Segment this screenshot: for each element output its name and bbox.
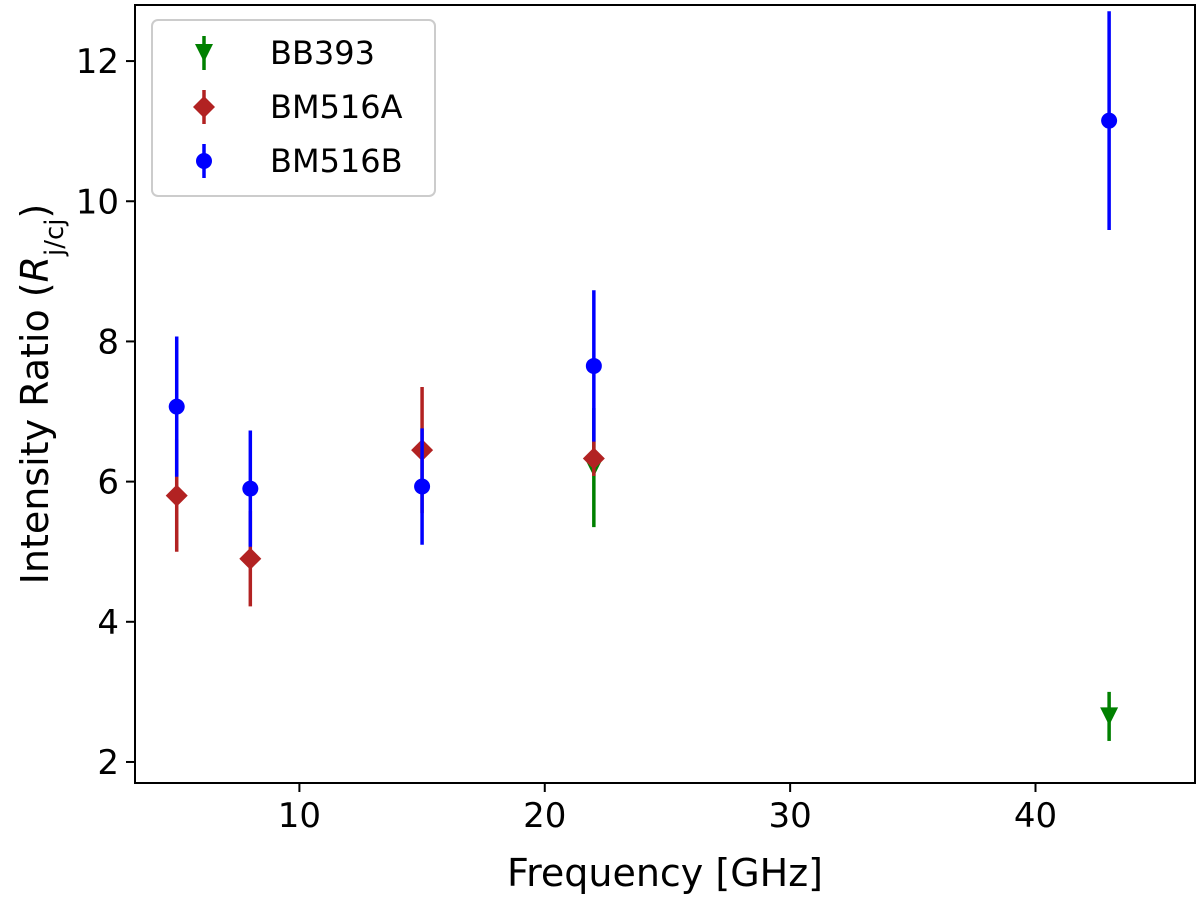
- data-point: [1100, 707, 1119, 726]
- data-marks: [165, 11, 1119, 741]
- legend-label: BM516B: [270, 142, 403, 180]
- y-axis-title-suffix: ): [13, 204, 57, 219]
- x-axis-title: Frequency [GHz]: [507, 851, 823, 895]
- series-bb393: [584, 408, 1119, 741]
- x-tick-label: 20: [523, 796, 566, 836]
- y-tick-label: 10: [76, 182, 119, 222]
- legend-item: BM516A: [193, 88, 403, 126]
- x-tick-label: 40: [1014, 796, 1057, 836]
- x-tick-label: 30: [769, 796, 812, 836]
- data-point: [239, 547, 262, 570]
- y-axis-title-prefix: Intensity Ratio (: [13, 282, 57, 584]
- axes-frame: [134, 4, 1196, 784]
- legend-marker: [196, 153, 212, 169]
- y-tick-label: 6: [97, 463, 119, 503]
- y-axis-title: Intensity Ratio (Rj/cj): [13, 204, 70, 585]
- data-point: [242, 480, 259, 497]
- legend-label: BM516A: [270, 88, 403, 126]
- y-axis-ticks: 2 4 6 8 10 12: [76, 42, 135, 783]
- data-point: [582, 447, 605, 470]
- legend: BB393 BM516A BM516B: [151, 19, 436, 197]
- data-point: [168, 398, 185, 415]
- y-tick-label: 4: [97, 603, 119, 643]
- legend-marker: [193, 96, 215, 118]
- x-tick-label: 10: [278, 796, 321, 836]
- series-bm516a: [165, 386, 605, 607]
- legend-marker: [195, 44, 213, 62]
- y-axis-title-subscript: j/cj: [40, 218, 70, 257]
- x-axis-ticks: 10 20 30 40: [278, 783, 1057, 836]
- y-tick-label: 8: [97, 322, 119, 362]
- legend-label: BB393: [270, 34, 375, 72]
- plot-frame: [134, 4, 1196, 784]
- y-tick-label: 12: [76, 42, 119, 82]
- y-tick-label: 2: [97, 743, 119, 783]
- legend-box: [151, 19, 436, 197]
- legend-item: BM516B: [196, 142, 403, 180]
- data-point: [165, 484, 188, 507]
- series-bm516b: [168, 11, 1118, 547]
- data-point: [1101, 112, 1118, 129]
- legend-item: BB393: [195, 34, 375, 72]
- data-point: [414, 478, 431, 495]
- y-axis-title-symbol: R: [13, 256, 57, 282]
- data-point: [585, 357, 602, 374]
